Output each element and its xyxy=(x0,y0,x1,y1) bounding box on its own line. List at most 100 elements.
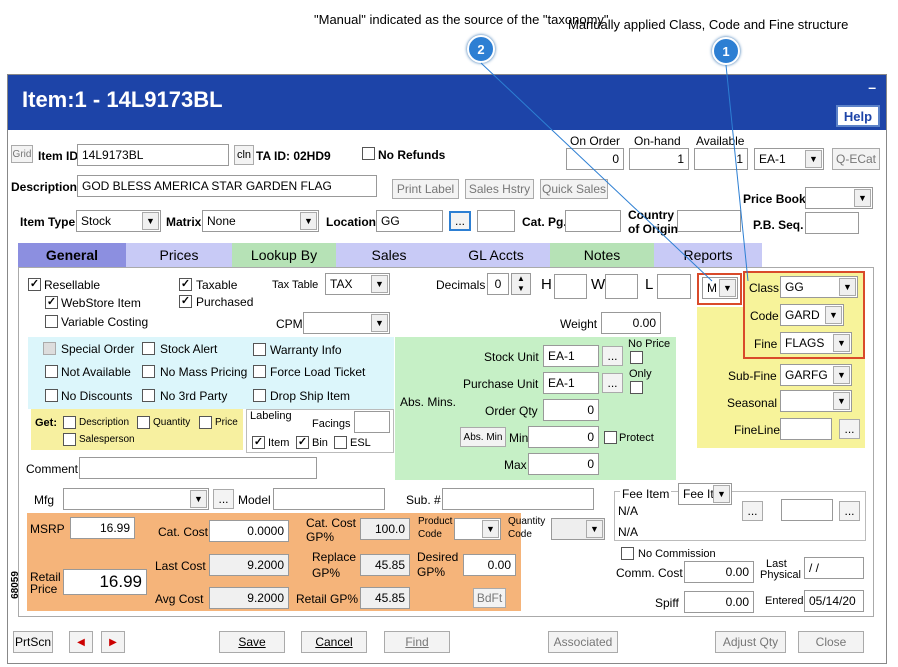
not-available-checkbox[interactable] xyxy=(45,365,58,378)
location-extra-input[interactable] xyxy=(477,210,515,232)
label-esl-checkbox[interactable] xyxy=(334,436,347,449)
prtscn-button[interactable]: PrtScn xyxy=(13,631,53,653)
retail-price-input[interactable] xyxy=(63,569,147,595)
order-qty-input[interactable] xyxy=(543,399,599,421)
mfg-lookup-button[interactable]: ... xyxy=(213,489,234,509)
no-discounts-checkbox[interactable] xyxy=(45,389,58,402)
no-price-checkbox[interactable] xyxy=(630,351,643,364)
desired-gp-input[interactable] xyxy=(463,554,516,576)
stock-alert-checkbox[interactable] xyxy=(142,342,155,355)
sub-fine-select[interactable]: GARFG ▼ xyxy=(780,364,852,386)
item-id-input[interactable] xyxy=(77,144,229,166)
cat-cost-input[interactable] xyxy=(209,520,289,542)
seasonal-select[interactable]: ▼ xyxy=(780,390,852,412)
last-physical-input[interactable] xyxy=(804,557,864,579)
fee-item-select[interactable]: Fee It ▼ xyxy=(678,483,732,505)
associated-button[interactable]: Associated xyxy=(548,631,618,653)
description-input[interactable] xyxy=(77,175,377,197)
protect-checkbox[interactable] xyxy=(604,431,617,444)
location-input[interactable] xyxy=(376,210,443,232)
warranty-info-checkbox[interactable] xyxy=(253,343,266,356)
minimize-button[interactable]: – xyxy=(868,79,876,95)
cat-pg-input[interactable] xyxy=(565,210,621,232)
product-code-select[interactable]: ▼ xyxy=(454,518,501,540)
resellable-checkbox[interactable]: ✓ xyxy=(28,278,41,291)
class-select[interactable]: GG ▼ xyxy=(780,276,858,298)
taxonomy-source-select[interactable]: M ▼ xyxy=(702,277,738,299)
unit-select[interactable]: EA-1 ▼ xyxy=(754,148,824,170)
force-load-ticket-checkbox[interactable] xyxy=(253,365,266,378)
code-select[interactable]: GARD ▼ xyxy=(780,304,844,326)
pb-seq-input[interactable] xyxy=(805,212,859,234)
variable-costing-checkbox[interactable] xyxy=(45,315,58,328)
msrp-input[interactable] xyxy=(70,517,135,539)
purchase-unit-lookup-button[interactable]: ... xyxy=(602,373,623,393)
sub-number-input[interactable] xyxy=(442,488,594,510)
get-quantity-checkbox[interactable] xyxy=(137,416,150,429)
fineline-lookup-button[interactable]: ... xyxy=(839,419,860,439)
sales-history-button[interactable]: Sales Hstry xyxy=(465,179,534,199)
item-type-select[interactable]: Stock ▼ xyxy=(76,210,161,232)
special-order-checkbox[interactable] xyxy=(43,342,56,355)
drop-ship-checkbox[interactable] xyxy=(253,389,266,402)
bdft-button[interactable]: BdFt xyxy=(473,588,506,608)
only-checkbox[interactable] xyxy=(630,381,643,394)
purchased-checkbox[interactable]: ✓ xyxy=(179,295,192,308)
label-bin-checkbox[interactable]: ✓ xyxy=(296,436,309,449)
get-description-checkbox[interactable] xyxy=(63,416,76,429)
width-input[interactable] xyxy=(605,274,638,299)
comment-input[interactable] xyxy=(79,457,317,479)
cln-button[interactable]: cln xyxy=(234,145,254,165)
quantity-code-select[interactable]: ▼ xyxy=(551,518,605,540)
fine-select[interactable]: FLAGS ▼ xyxy=(780,332,852,354)
find-button[interactable]: Find xyxy=(384,631,450,653)
facings-input[interactable] xyxy=(354,411,390,433)
label-item-checkbox[interactable]: ✓ xyxy=(252,436,265,449)
purchase-unit-input[interactable] xyxy=(543,372,599,394)
fee-item-input[interactable] xyxy=(781,499,833,521)
prev-record-button[interactable]: ◀ xyxy=(69,631,93,653)
stock-unit-lookup-button[interactable]: ... xyxy=(602,346,623,366)
decimals-spinner[interactable]: ▲ ▼ xyxy=(511,273,531,295)
country-input[interactable] xyxy=(677,210,741,232)
grid-button[interactable]: Grid xyxy=(11,145,33,163)
model-input[interactable] xyxy=(273,488,385,510)
location-lookup-button[interactable]: ... xyxy=(449,211,471,231)
no-mass-pricing-checkbox[interactable] xyxy=(142,365,155,378)
tab-lookup-by[interactable]: Lookup By xyxy=(232,243,336,267)
quick-sales-button[interactable]: Quick Sales xyxy=(540,179,608,199)
no-3rd-party-checkbox[interactable] xyxy=(142,389,155,402)
tab-reports[interactable]: Reports xyxy=(654,243,762,267)
help-button[interactable]: Help xyxy=(836,105,880,127)
fineline-input[interactable] xyxy=(780,418,832,440)
no-refunds-checkbox[interactable] xyxy=(362,147,375,160)
fee-item-lookup-button-2[interactable]: ... xyxy=(839,501,860,521)
print-label-button[interactable]: Print Label xyxy=(392,179,459,199)
comm-cost-input[interactable] xyxy=(684,561,754,583)
matrix-select[interactable]: None ▼ xyxy=(202,210,319,232)
tab-gl-accts[interactable]: GL Accts xyxy=(442,243,550,267)
tab-general[interactable]: General xyxy=(18,243,126,267)
tab-notes[interactable]: Notes xyxy=(550,243,654,267)
stock-unit-input[interactable] xyxy=(543,345,599,367)
max-input[interactable] xyxy=(528,453,599,475)
get-salesperson-checkbox[interactable] xyxy=(63,433,76,446)
webstore-checkbox[interactable]: ✓ xyxy=(45,296,58,309)
decimals-input[interactable] xyxy=(487,273,509,295)
close-button[interactable]: Close xyxy=(798,631,864,653)
taxable-checkbox[interactable]: ✓ xyxy=(179,278,192,291)
no-commission-checkbox[interactable] xyxy=(621,547,634,560)
length-input[interactable] xyxy=(657,274,691,299)
min-input[interactable] xyxy=(528,426,599,448)
tab-prices[interactable]: Prices xyxy=(126,243,232,267)
spiff-input[interactable] xyxy=(684,591,754,613)
save-button[interactable]: Save xyxy=(219,631,285,653)
q-ecat-button[interactable]: Q-ECat xyxy=(832,148,880,170)
height-input[interactable] xyxy=(554,274,587,299)
abs-min-button[interactable]: Abs. Min xyxy=(460,427,506,447)
tab-sales[interactable]: Sales xyxy=(336,243,442,267)
cancel-button[interactable]: Cancel xyxy=(301,631,367,653)
get-price-checkbox[interactable] xyxy=(199,416,212,429)
weight-input[interactable] xyxy=(601,312,661,334)
mfg-select[interactable]: ▼ xyxy=(63,488,209,510)
